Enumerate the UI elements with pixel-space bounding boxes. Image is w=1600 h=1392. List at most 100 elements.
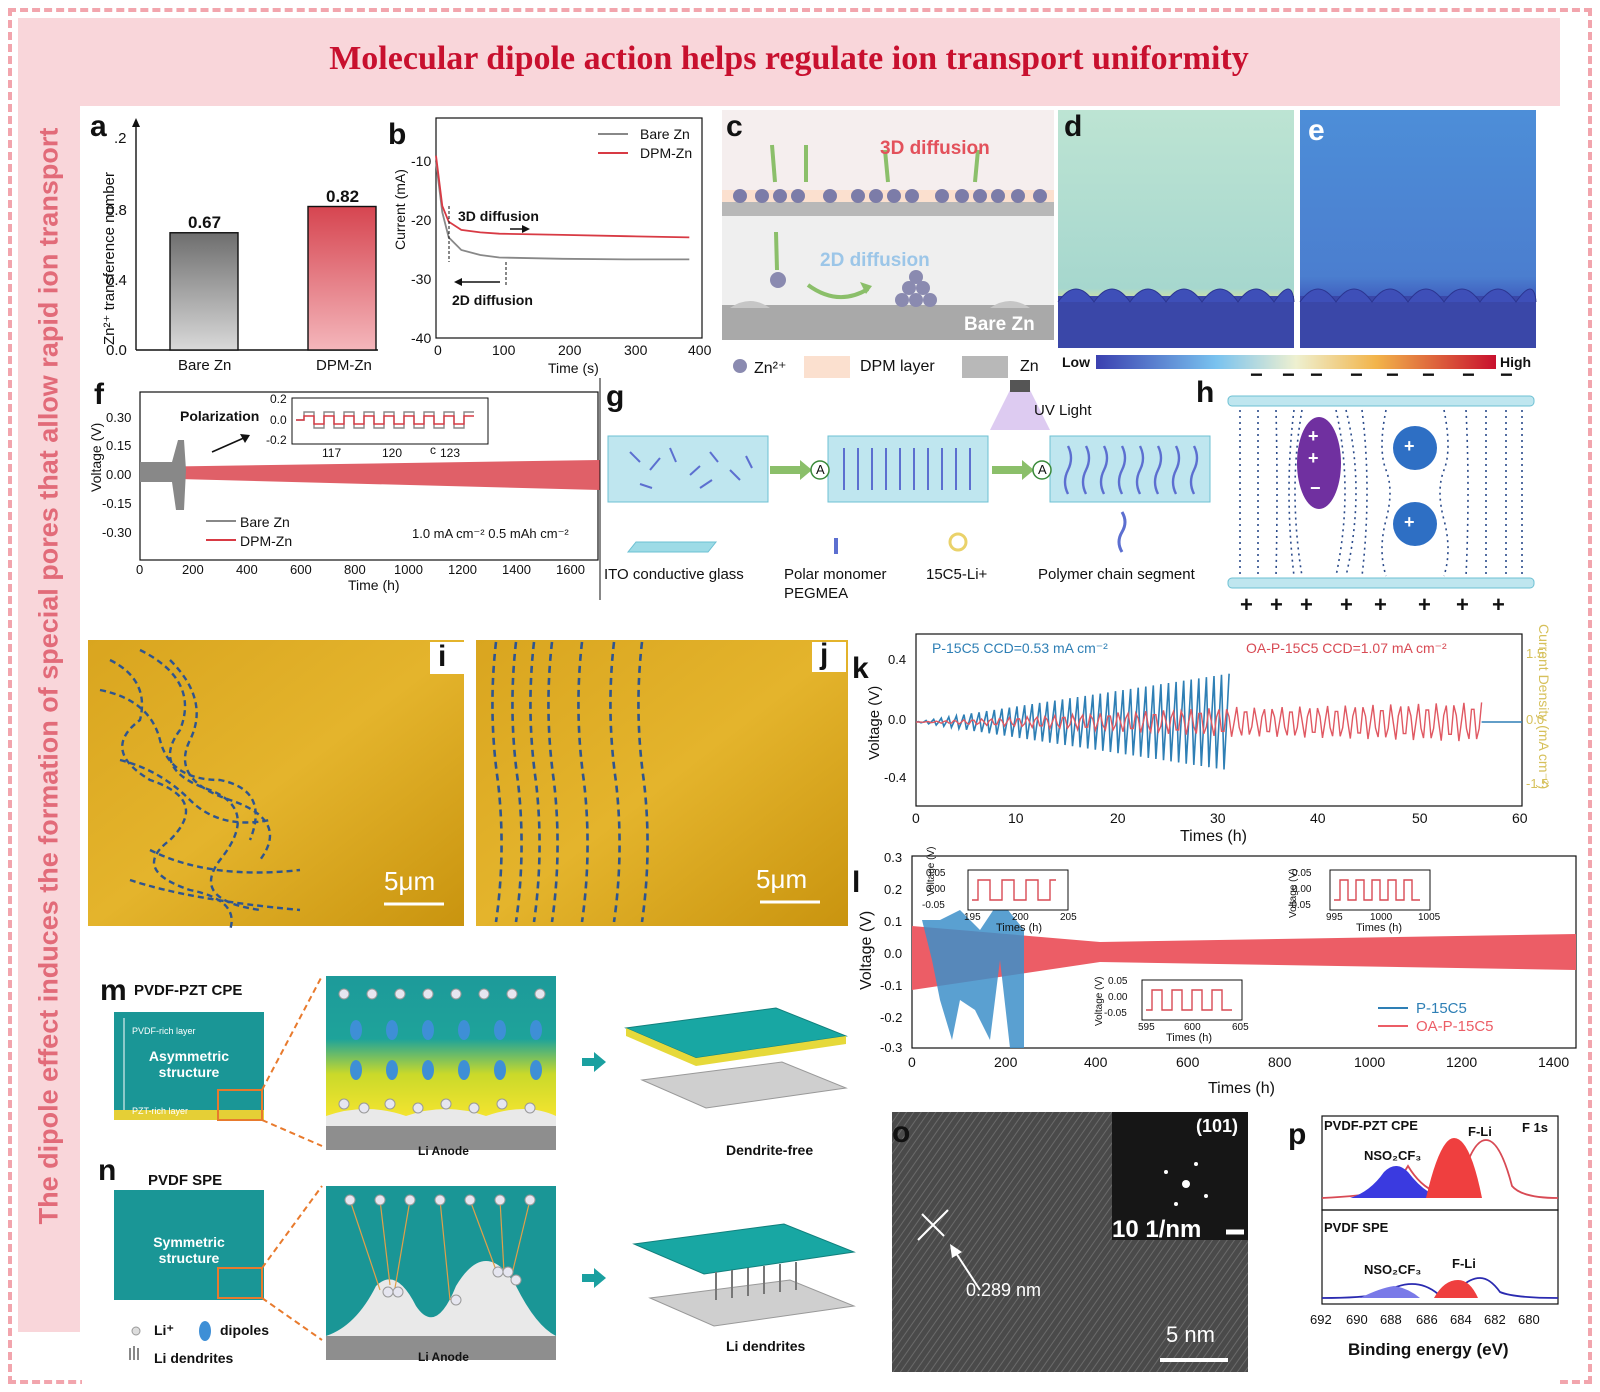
inset-xtick: 205 — [1060, 912, 1077, 923]
bar-value-label: 0.82 — [326, 187, 360, 206]
panel-p-label: p — [1288, 1118, 1307, 1151]
panel-a-ytick: 0.8 — [106, 202, 127, 219]
legend-dpm-zn: DPM-Zn — [640, 145, 693, 161]
legend-p15c5: P-15C5 — [1416, 1000, 1467, 1017]
xtick: 1000 — [394, 562, 423, 577]
ytick: -0.15 — [102, 496, 132, 511]
inset-ytick: -0.2 — [266, 433, 287, 447]
xtick: 300 — [624, 342, 648, 358]
ytick: 0.00 — [106, 467, 132, 482]
inset-xtick: 595 — [1138, 1022, 1155, 1033]
inset-ytick: 0.00 — [926, 884, 946, 895]
plus-sign: + — [1418, 592, 1431, 617]
plus-sign: + — [1492, 592, 1505, 617]
panel-o-label: o — [892, 1116, 911, 1149]
panel-l-xlabel: Times (h) — [1208, 1080, 1275, 1097]
minus-sign: − — [1350, 362, 1363, 387]
y2tick: -1.5 — [1526, 776, 1549, 791]
ytick: 0.2 — [884, 882, 903, 897]
panel-f-xlabel: Time (h) — [348, 577, 400, 593]
xps-bottom-label: PVDF SPE — [1324, 1220, 1389, 1235]
side-banner — [18, 106, 80, 1332]
colorbar-high: High — [1500, 354, 1532, 370]
bar-category-label: Bare Zn — [178, 357, 232, 374]
ytick: -0.30 — [102, 525, 132, 540]
bar — [169, 232, 239, 351]
inset-xtick: 117 — [322, 446, 342, 460]
inset-ytick: 0.0 — [270, 413, 287, 427]
ytick: -0.4 — [884, 770, 907, 785]
ytick: -0.1 — [880, 978, 903, 993]
ytick: 0.15 — [106, 438, 132, 453]
inset-xtick: 195 — [964, 912, 981, 923]
panel-h-label: h — [1196, 376, 1215, 409]
minus-sign: − — [1250, 362, 1263, 387]
plus-sign: + — [1308, 426, 1319, 446]
pzt-rich-label: PZT-rich layer — [132, 1106, 189, 1116]
panel-a-ytick: .2 — [114, 130, 127, 147]
plus-sign: + — [1308, 448, 1319, 468]
xps-top-label: PVDF-PZT CPE — [1324, 1118, 1418, 1133]
inset-ytick: -0.05 — [1288, 900, 1311, 911]
xtick: 200 — [182, 562, 204, 577]
ytick: -20 — [411, 212, 432, 228]
inset-xlabel: Times (h) — [1356, 922, 1403, 934]
panel-b-label: b — [388, 118, 407, 151]
inset-ytick: 0.05 — [926, 868, 946, 879]
inset-xtick: 600 — [1184, 1022, 1201, 1033]
polarization-label: Polarization — [180, 408, 260, 424]
uv-light-label: UV Light — [1034, 402, 1092, 419]
inset-ytick: 0.05 — [1108, 976, 1128, 987]
inset-xtick: 605 — [1232, 1022, 1249, 1033]
label-bare-zn: Bare Zn — [964, 314, 1035, 335]
ytick: -0.2 — [880, 1010, 903, 1025]
scale-bar-i: 5μm — [384, 866, 436, 896]
xtick: 20 — [1110, 810, 1126, 826]
li-anode-label: Li Anode — [418, 1350, 469, 1364]
xtick: 0 — [908, 1054, 916, 1070]
minus-sign: − — [1282, 362, 1295, 387]
minus-sign: − — [1462, 362, 1475, 387]
xtick: 690 — [1346, 1312, 1368, 1327]
ito-label: ITO conductive glass — [604, 566, 744, 583]
panel-i-label: i — [438, 640, 447, 673]
inset-xtick: 120 — [382, 446, 403, 460]
inset-xtick: 995 — [1326, 912, 1343, 923]
oa-p15c5-voltage-line — [915, 702, 1483, 742]
ytick: 0.0 — [884, 946, 903, 961]
d-spacing-label: 0.289 nm — [966, 1280, 1042, 1300]
panel-d-label: d — [1064, 110, 1083, 143]
condition-label: 1.0 mA cm⁻² 0.5 mAh cm⁻² — [412, 526, 569, 541]
page-title: Molecular dipole action helps regulate i… — [329, 40, 1249, 77]
xtick: 1400 — [1538, 1054, 1570, 1070]
panel-k-label: k — [852, 652, 869, 685]
legend-dpm-layer: DPM layer — [860, 358, 935, 375]
nso2cf3-label: NSO₂CF₃ — [1364, 1262, 1422, 1277]
panel-n-heading: PVDF SPE — [148, 1172, 223, 1189]
inset-xlabel: Times (h) — [1166, 1032, 1213, 1044]
bar — [307, 205, 377, 351]
nso2cf3-label: NSO₂CF₃ — [1364, 1148, 1422, 1163]
plus-sign: + — [1456, 592, 1469, 617]
legend-bare-zn: Bare Zn — [240, 514, 290, 530]
xtick: 682 — [1484, 1312, 1506, 1327]
xtick: 1200 — [448, 562, 477, 577]
panel-a-ytick: 0.0 — [106, 342, 127, 359]
inset-c-label: c — [430, 443, 436, 457]
series-line — [435, 155, 690, 239]
colorbar-low: Low — [1062, 354, 1090, 370]
legend-zn: Zn — [1020, 358, 1039, 375]
inset-xlabel: Times (h) — [996, 922, 1043, 934]
label-2d-diffusion: 2D diffusion — [820, 250, 930, 271]
xtick: 692 — [1310, 1312, 1332, 1327]
bar-value-label: 0.67 — [188, 213, 222, 232]
monomer-label: Polar monomer — [784, 566, 887, 583]
li-anode-label: Li Anode — [418, 1144, 469, 1158]
